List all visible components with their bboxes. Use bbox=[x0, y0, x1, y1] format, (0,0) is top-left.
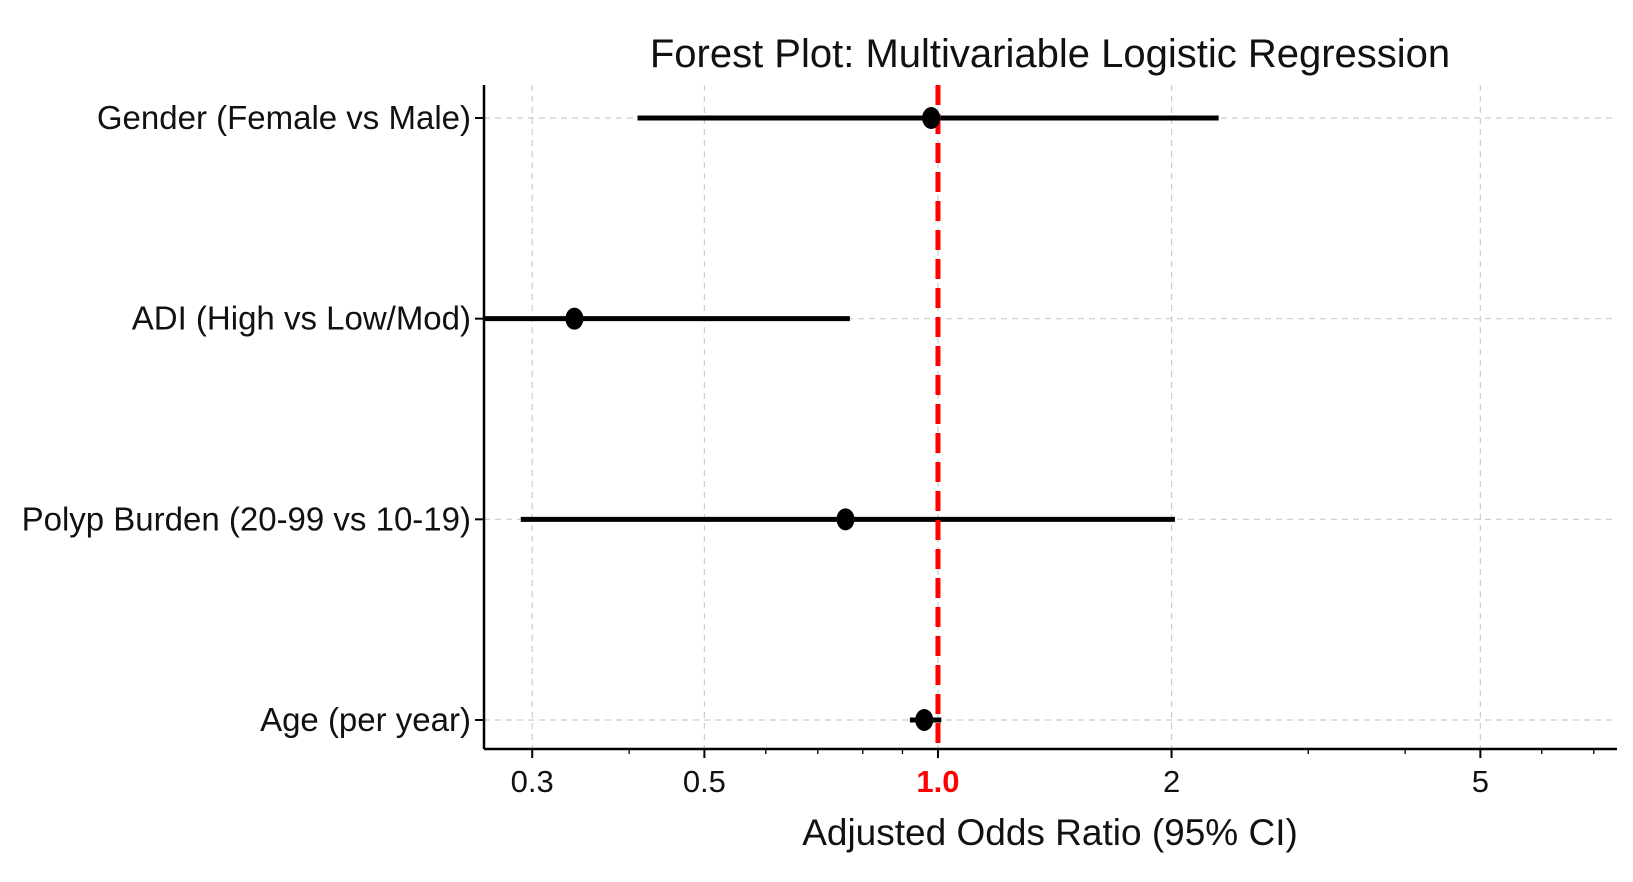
point-estimates bbox=[565, 107, 941, 731]
point-estimate bbox=[565, 307, 584, 330]
row-label: Polyp Burden (20-99 vs 10-19) bbox=[22, 500, 471, 537]
x-axis-ticks: 0.3 0.5 1.0 2 5 bbox=[511, 749, 1489, 799]
row-label: ADI (High vs Low/Mod) bbox=[132, 300, 471, 337]
row-label: Gender (Female vs Male) bbox=[97, 99, 471, 136]
chart-title: Forest Plot: Multivariable Logistic Regr… bbox=[650, 32, 1450, 76]
x-tick-label: 1.0 bbox=[916, 764, 959, 799]
row-label: Age (per year) bbox=[260, 701, 471, 738]
point-estimate bbox=[836, 508, 855, 531]
axes bbox=[482, 85, 1617, 751]
point-estimate bbox=[915, 709, 934, 731]
x-tick-label: 5 bbox=[1472, 764, 1489, 799]
x-tick-label: 0.5 bbox=[683, 764, 726, 799]
point-estimate bbox=[922, 107, 941, 129]
x-tick-label: 2 bbox=[1163, 764, 1180, 799]
x-tick-label: 0.3 bbox=[511, 764, 554, 799]
x-axis-title: Adjusted Odds Ratio (95% CI) bbox=[802, 812, 1298, 853]
y-axis-ticks: Gender (Female vs Male) ADI (High vs Low/… bbox=[22, 99, 484, 738]
